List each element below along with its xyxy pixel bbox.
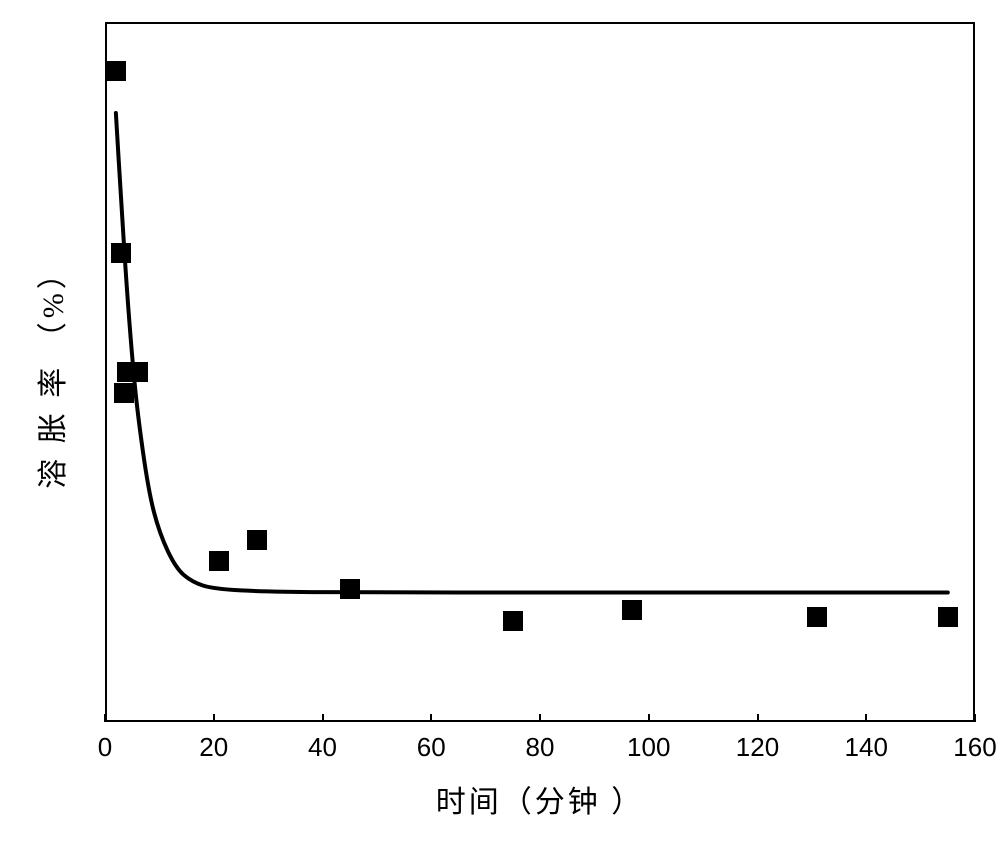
data-point: [340, 579, 360, 599]
x-tick: [104, 714, 106, 722]
x-tick: [648, 714, 650, 722]
fitted-curve: [0, 0, 1000, 844]
data-point: [106, 61, 126, 81]
x-tick-label: 120: [736, 732, 779, 763]
x-tick: [322, 714, 324, 722]
data-point: [128, 362, 148, 382]
x-tick: [757, 714, 759, 722]
x-tick-label: 160: [953, 732, 996, 763]
x-tick-label: 0: [98, 732, 112, 763]
data-point: [503, 611, 523, 631]
data-point: [114, 383, 134, 403]
x-tick-label: 80: [526, 732, 555, 763]
data-point: [209, 551, 229, 571]
data-point: [247, 530, 267, 550]
data-point: [938, 607, 958, 627]
x-tick: [213, 714, 215, 722]
x-tick-label: 20: [199, 732, 228, 763]
x-tick-label: 140: [845, 732, 888, 763]
x-tick-label: 60: [417, 732, 446, 763]
x-tick: [865, 714, 867, 722]
swelling-rate-chart: 溶 胀 率 （%） 时间（分钟 ） 020406080100120140160: [0, 0, 1000, 844]
data-point: [807, 607, 827, 627]
data-point: [622, 600, 642, 620]
data-point: [111, 243, 131, 263]
x-tick: [430, 714, 432, 722]
x-tick: [974, 714, 976, 722]
x-tick: [539, 714, 541, 722]
x-tick-label: 40: [308, 732, 337, 763]
x-tick-label: 100: [627, 732, 670, 763]
